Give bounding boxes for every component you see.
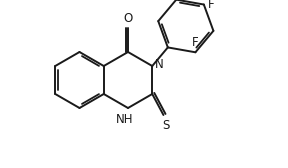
Text: N: N [155,57,164,71]
Text: O: O [123,12,133,25]
Text: F: F [192,36,199,49]
Text: NH: NH [116,113,134,126]
Text: F: F [208,0,215,11]
Text: S: S [162,119,169,132]
